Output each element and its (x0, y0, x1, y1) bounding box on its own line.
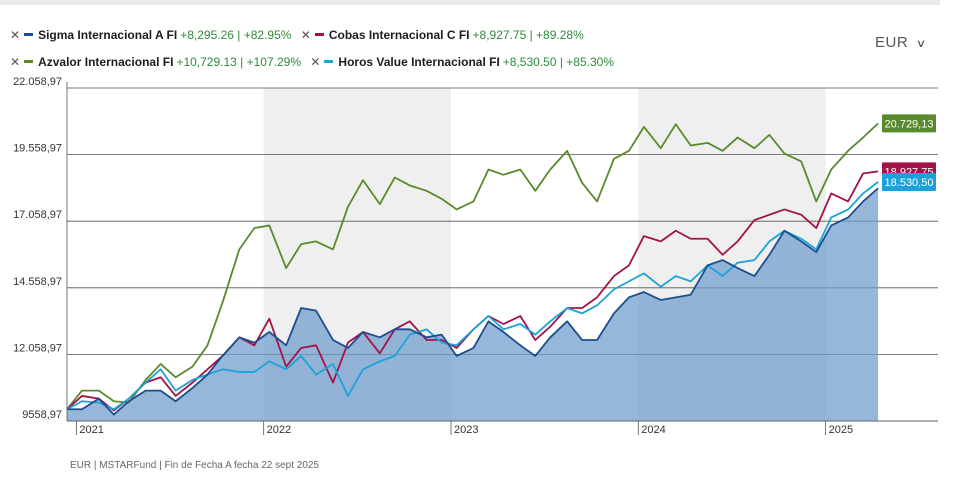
legend-swatch (314, 33, 324, 37)
legend-swatch (324, 60, 334, 64)
end-value-badge (882, 114, 936, 133)
legend-series-stat: +8,295.26 | +82.95% (180, 28, 292, 42)
chart-legend: ✕ Sigma Internacional A FI +8,295.26 | +82… (10, 22, 840, 76)
remove-series-icon[interactable]: ✕ (10, 55, 21, 69)
remove-series-icon[interactable]: ✕ (300, 28, 311, 42)
y-tick-label: 17.058,97 (13, 209, 62, 221)
legend-item-sigma[interactable]: ✕ Sigma Internacional A FI +8,295.26 | +82… (10, 22, 291, 49)
legend-series-stat: +10,729.13 | +107.29% (176, 55, 301, 69)
series-line (66, 181, 879, 411)
legend-swatch (24, 33, 34, 37)
x-tick-label: 2023 (454, 424, 478, 436)
legend-series-stat: +8,530.50 | +85.30% (502, 55, 614, 69)
legend-series-name: Azvalor Internacional FI (38, 55, 174, 69)
series-line (67, 187, 879, 416)
x-tick-label: 2024 (641, 424, 665, 436)
y-axis: 22.058,97 19.558,97 17.058,97 14.558,97 12.0… (13, 76, 68, 421)
end-value-label: 20.729,13 (885, 118, 934, 130)
x-axis: 2021 2022 2023 2024 2025 (67, 420, 938, 436)
legend-series-name: Cobas Internacional C FI (328, 28, 470, 42)
legend-series-name: Horos Value Internacional FI (338, 55, 500, 69)
end-value-badge (882, 172, 936, 191)
legend-item-horos[interactable]: ✕ Horos Value Internacional FI +8,530.50 |… (310, 49, 614, 76)
remove-series-icon[interactable]: ✕ (10, 28, 21, 42)
series-line (66, 122, 879, 410)
series-area (67, 188, 879, 421)
y-tick-label: 9558,97 (22, 409, 62, 421)
y-tick-label: 22.058,97 (13, 76, 62, 88)
chart-footer: EUR | MSTARFund | Fin de Fecha A fecha 2… (70, 460, 320, 471)
legend-series-stat: +8,927.75 | +89.28% (472, 28, 584, 42)
x-tick-label: 2021 (79, 424, 103, 436)
top-divider (0, 0, 940, 5)
y-tick-label: 19.558,97 (13, 143, 62, 155)
legend-swatch (24, 60, 34, 64)
y-tick-label: 14.558,97 (13, 276, 62, 288)
legend-series-name: Sigma Internacional A FI (38, 28, 178, 42)
y-tick-label: 12.058,97 (13, 342, 62, 354)
currency-selector[interactable]: EUR ∨ (875, 34, 926, 51)
sigma-area-fill (67, 188, 879, 421)
remove-series-icon[interactable]: ✕ (310, 55, 321, 69)
x-tick-label: 2022 (267, 424, 291, 436)
legend-item-cobas[interactable]: ✕ Cobas Internacional C FI +8,927.75 | +89… (301, 22, 584, 49)
x-tick-label: 2025 (829, 424, 853, 436)
legend-item-azvalor[interactable]: ✕ Azvalor Internacional FI +10,729.13 | +1… (10, 49, 301, 76)
end-value-label: 18.530,50 (885, 177, 934, 189)
series-lines (66, 122, 879, 416)
currency-label: EUR (875, 34, 909, 51)
chevron-down-icon: ∨ (915, 38, 928, 50)
